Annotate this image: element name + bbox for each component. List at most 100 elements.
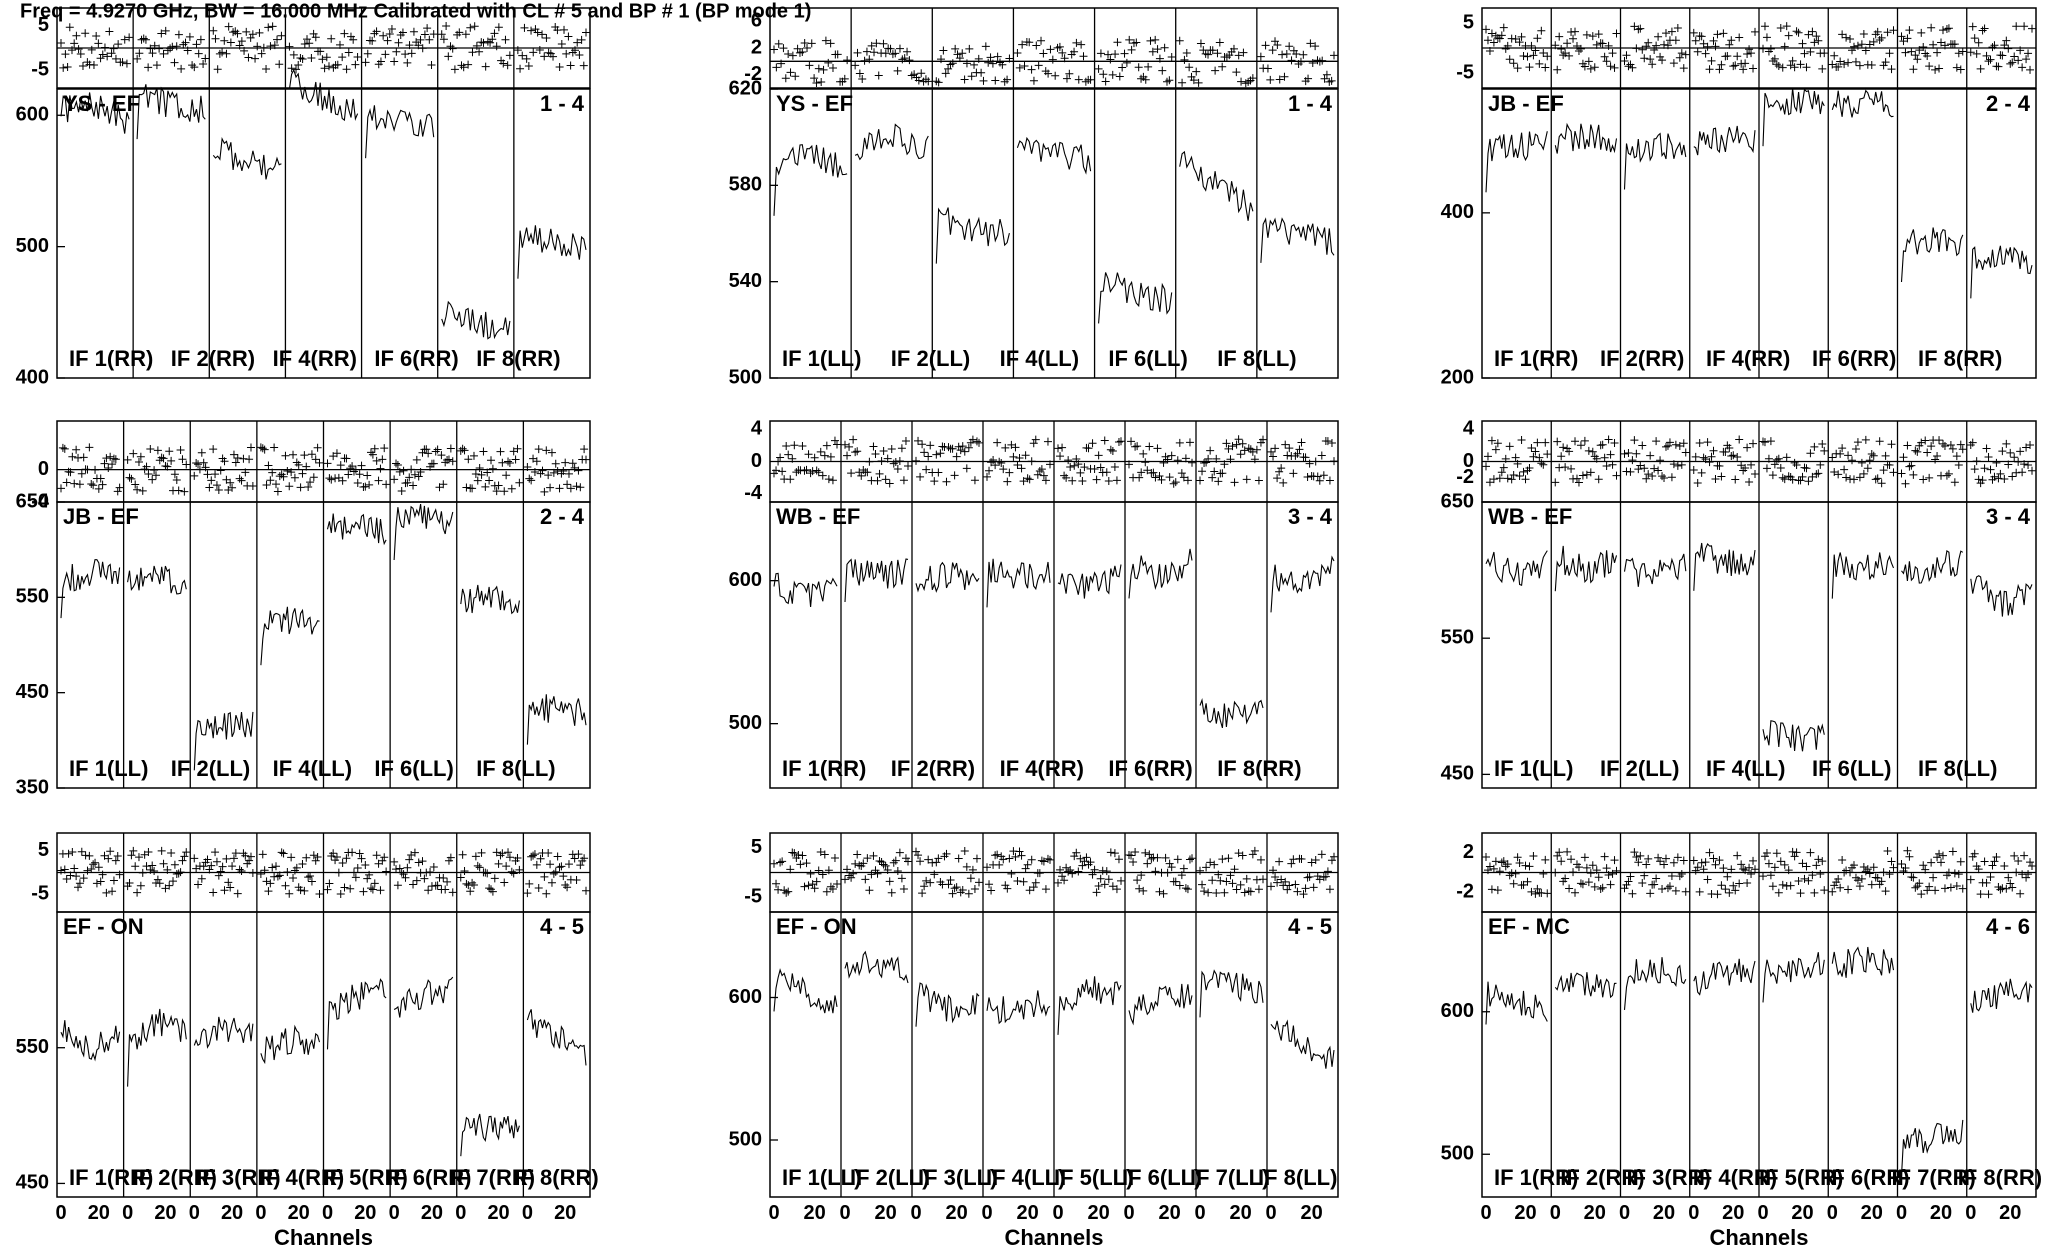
residual-point: [304, 483, 313, 492]
residual-point: [1584, 878, 1593, 887]
amplitude-series-line: [1270, 555, 1335, 613]
residual-point: [481, 62, 490, 71]
residual-point: [1088, 439, 1097, 448]
residual-point: [245, 856, 254, 865]
residual-point: [2014, 56, 2023, 65]
residual-point: [1277, 875, 1286, 884]
residual-point: [1487, 29, 1496, 38]
amp-tick-label: 400: [16, 366, 49, 388]
x-tick-label: 20: [421, 1202, 443, 1224]
amplitude-series-line: [1762, 720, 1825, 752]
residual-point: [2008, 883, 2017, 892]
residual-point: [1938, 851, 1947, 860]
residual-point: [498, 849, 507, 858]
residual-point: [2002, 439, 2011, 448]
residual-point: [955, 54, 964, 63]
if-label: IF 4(LL): [1706, 756, 1785, 781]
residual-point: [125, 879, 134, 888]
residual-point: [1487, 436, 1496, 445]
residual-point: [974, 54, 983, 63]
residual-point: [136, 881, 145, 890]
residual-point: [1800, 874, 1809, 883]
residual-point: [1646, 55, 1655, 64]
residual-point: [549, 468, 558, 477]
residual-point: [2016, 889, 2025, 898]
residual-point: [924, 452, 933, 461]
residual-point: [808, 880, 817, 889]
amplitude-series-line: [127, 565, 187, 595]
residual-point: [142, 462, 151, 471]
residual-point: [466, 887, 475, 896]
residual-point: [887, 444, 896, 453]
residual-point: [1923, 52, 1932, 61]
residual-point: [580, 854, 589, 863]
residual-point: [178, 455, 187, 464]
residual-point: [1648, 471, 1657, 480]
residual-point: [74, 453, 83, 462]
residual-point: [1812, 861, 1821, 870]
residual-point: [912, 847, 920, 856]
residual-point: [989, 455, 998, 464]
residual-point: [323, 459, 332, 468]
residual-point: [313, 443, 322, 452]
residual-point: [1482, 25, 1490, 34]
residual-point: [1200, 459, 1209, 468]
residual-point: [209, 888, 218, 897]
residual-point: [1015, 63, 1024, 72]
residual-point: [1759, 872, 1767, 881]
residual-point: [1165, 473, 1174, 482]
residual-point: [1911, 446, 1920, 455]
residual-point: [1762, 33, 1771, 42]
residual-point: [954, 854, 963, 863]
amplitude-series-line: [773, 144, 848, 216]
residual-point: [985, 880, 994, 889]
residual-point: [1806, 449, 1815, 458]
residual-point: [1610, 63, 1619, 72]
residual-point: [853, 850, 862, 859]
residual-point: [576, 861, 585, 870]
residual-point: [264, 887, 273, 896]
residual-point: [357, 854, 366, 863]
residual-point: [199, 862, 208, 871]
residual-point: [1003, 884, 1012, 893]
residual-point: [1079, 52, 1088, 61]
if-label: IF 2(LL): [1600, 756, 1679, 781]
residual-point: [442, 22, 451, 31]
residual-point: [1003, 477, 1012, 486]
residual-point: [1313, 872, 1322, 881]
residual-point: [843, 865, 852, 874]
residual-point: [2024, 49, 2033, 58]
residual-point: [66, 871, 75, 880]
residual-point: [180, 487, 189, 496]
residual-point: [75, 879, 84, 888]
residual-point: [1584, 57, 1593, 66]
residual-point: [1066, 865, 1075, 874]
residual-point: [1954, 870, 1963, 879]
residual-point: [830, 436, 839, 445]
if-label: IF 2(RR): [1560, 1165, 1644, 1190]
residual-point: [1137, 468, 1146, 477]
residual-point: [1749, 64, 1758, 73]
residual-point: [289, 450, 298, 459]
residual-point: [64, 849, 73, 858]
residual-point: [483, 468, 492, 477]
residual-point: [161, 462, 170, 471]
residual-point: [1507, 475, 1516, 484]
scan-label: 4 - 5: [1288, 914, 1332, 939]
residual-point: [1673, 853, 1682, 862]
residual-point: [1279, 478, 1288, 487]
amplitude-series-line: [1970, 245, 2033, 299]
residual-point: [1285, 444, 1294, 453]
amplitude-series-line: [986, 990, 1051, 1025]
x-tick-label: 0: [1550, 1202, 1561, 1224]
residual-point: [932, 858, 941, 867]
residual-point: [951, 44, 960, 53]
residual-point: [1869, 37, 1878, 46]
residual-point: [332, 853, 341, 862]
x-tick-label: 0: [1052, 1202, 1063, 1224]
residual-point: [1535, 59, 1544, 68]
residual-point: [81, 851, 90, 860]
residual-point: [441, 885, 450, 894]
residual-point: [65, 23, 74, 32]
residual-point: [1622, 880, 1631, 889]
